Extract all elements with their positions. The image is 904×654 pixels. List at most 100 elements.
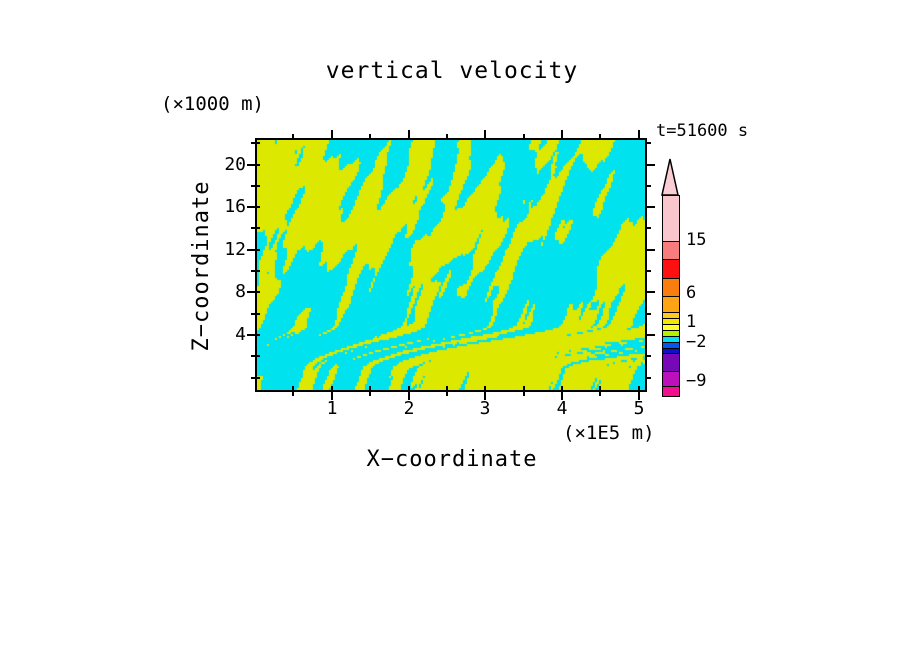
x-minor-tick [369,386,371,390]
y-minor-tick [251,377,255,379]
colorbar-segment [663,259,679,278]
contour-field-canvas [257,140,645,390]
x-minor-tick [369,134,371,138]
y-minor-tick [251,313,255,315]
x-minor-tick [292,392,294,396]
colorbar-segment [663,241,679,259]
x-minor-tick [523,134,525,138]
colorbar-tick-label: 6 [686,283,697,303]
y-minor-tick [647,377,651,379]
colorbar-segment [663,296,679,312]
x-tick-label: 5 [633,398,645,419]
x-minor-tick [292,134,294,138]
y-tick-label: 12 [224,239,246,260]
y-major-tick [247,164,255,166]
y-tick-label: 16 [224,196,246,217]
y-major-tick [647,206,655,208]
y-minor-tick [257,142,260,144]
y-major-tick [647,334,655,336]
y-major-tick [247,206,255,208]
chart-title: vertical velocity [325,58,579,84]
colorbar-segment [663,348,679,353]
colorbar-segment [663,342,679,348]
y-major-tick [257,334,260,336]
x-minor-tick [523,386,525,390]
x-major-tick [331,386,333,390]
x-minor-tick [446,386,448,390]
colorbar-tick-label: −2 [686,332,707,352]
y-minor-tick [251,185,255,187]
x-tick-label: 2 [403,398,415,419]
x-major-tick [484,130,486,138]
y-tick-label: 4 [235,324,246,345]
x-minor-tick [446,134,448,138]
y-minor-tick [257,227,260,229]
x-major-tick [484,386,486,390]
y-major-tick [257,249,260,251]
time-annotation: t=51600 s [656,121,749,141]
y-minor-tick [647,270,651,272]
y-minor-tick [257,313,260,315]
y-major-tick [647,164,655,166]
y-minor-tick [647,227,651,229]
x-major-tick [331,130,333,138]
colorbar-tick-label: 1 [686,312,697,332]
y-minor-tick [257,355,260,357]
y-tick-label: 20 [224,154,246,175]
colorbar-arrow-icon [661,158,679,196]
x-major-tick [638,386,640,390]
y-minor-tick [647,185,651,187]
colorbar-segment [663,278,679,296]
y-minor-tick [257,185,260,187]
y-major-tick [257,291,260,293]
y-major-tick [257,164,260,166]
x-major-tick [561,386,563,390]
colorbar-segment [663,386,679,396]
y-minor-tick [251,355,255,357]
y-major-tick [247,249,255,251]
colorbar-segment [663,371,679,386]
x-major-tick [408,392,410,400]
x-minor-tick [599,386,601,390]
colorbar-segment [663,336,679,342]
colorbar-segment [663,353,679,371]
x-minor-tick [523,392,525,396]
x-tick-label: 3 [479,398,491,419]
x-minor-tick [292,386,294,390]
y-minor-tick [257,270,260,272]
y-minor-tick [647,355,651,357]
y-minor-tick [257,377,260,379]
y-minor-tick [251,270,255,272]
y-tick-label: 8 [235,281,246,302]
y-major-tick [647,291,655,293]
y-major-tick [647,249,655,251]
y-minor-tick [647,142,651,144]
x-major-tick [408,386,410,390]
x-axis-title: X−coordinate [366,447,538,472]
x-major-tick [561,130,563,138]
colorbar-segment [663,196,679,241]
y-minor-tick [647,313,651,315]
x-tick-label: 4 [556,398,568,419]
x-major-tick [561,392,563,400]
x-minor-tick [599,392,601,396]
colorbar-segment [663,318,679,324]
x-minor-tick [369,392,371,396]
y-minor-tick [251,142,255,144]
colorbar-segment [663,330,679,336]
x-minor-tick [446,392,448,396]
colorbar [662,195,680,397]
y-major-tick [247,291,255,293]
plot-area [255,138,647,392]
y-major-tick [257,206,260,208]
colorbar-segment [663,312,679,318]
colorbar-segment [663,324,679,330]
x-tick-label: 1 [326,398,338,419]
colorbar-tick-label: −9 [686,371,707,391]
x-major-tick [408,130,410,138]
x-major-tick [331,392,333,400]
y-minor-tick [251,227,255,229]
y-axis-units-label: (×1000 m) [161,93,264,115]
x-major-tick [638,392,640,400]
